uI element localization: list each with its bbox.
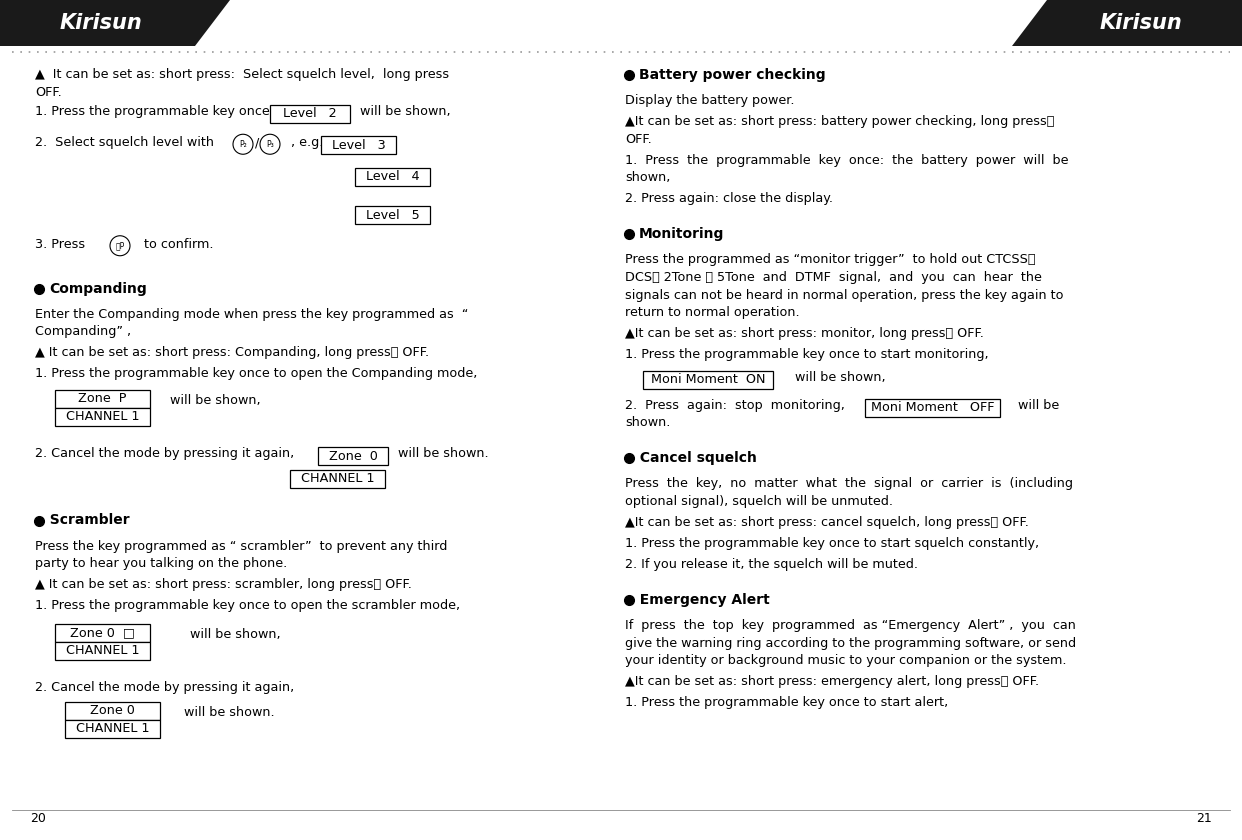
- Text: ▲It can be set as: short press: battery power checking, long press：: ▲It can be set as: short press: battery …: [625, 115, 1054, 129]
- Text: shown,: shown,: [625, 171, 671, 184]
- Circle shape: [111, 236, 130, 255]
- Circle shape: [260, 134, 279, 155]
- Text: P₃: P₃: [266, 139, 274, 149]
- Text: will be shown.: will be shown.: [171, 706, 274, 719]
- Text: 2. Cancel the mode by pressing it again,: 2. Cancel the mode by pressing it again,: [35, 447, 294, 460]
- FancyBboxPatch shape: [355, 207, 430, 224]
- FancyBboxPatch shape: [270, 105, 350, 123]
- Text: Display the battery power.: Display the battery power.: [625, 94, 795, 108]
- FancyBboxPatch shape: [55, 642, 150, 659]
- Text: /: /: [255, 136, 260, 150]
- Text: 20: 20: [30, 811, 46, 825]
- Text: ▲It can be set as: short press: emergency alert, long press： OFF.: ▲It can be set as: short press: emergenc…: [625, 675, 1040, 688]
- Text: Cancel squelch: Cancel squelch: [630, 451, 756, 465]
- FancyBboxPatch shape: [65, 720, 160, 738]
- Text: Press the programmed as “monitor trigger”  to hold out CTCSS、: Press the programmed as “monitor trigger…: [625, 254, 1036, 266]
- Polygon shape: [0, 0, 230, 46]
- Text: ▲  It can be set as: short press:  Select squelch level,  long press: ▲ It can be set as: short press: Select …: [35, 68, 450, 81]
- Text: 2.  Press  again:  stop  monitoring,: 2. Press again: stop monitoring,: [625, 399, 845, 412]
- Text: will be shown,: will be shown,: [775, 370, 886, 384]
- Text: Zone 0  □: Zone 0 □: [70, 627, 135, 639]
- Text: CHANNEL 1: CHANNEL 1: [66, 644, 139, 657]
- FancyBboxPatch shape: [65, 701, 160, 720]
- Text: CHANNEL 1: CHANNEL 1: [301, 472, 374, 486]
- Text: ▲ It can be set as: short press: Companding, long press： OFF.: ▲ It can be set as: short press: Compand…: [35, 346, 430, 360]
- Text: 2.  Select squelch level with: 2. Select squelch level with: [35, 136, 214, 150]
- Text: ▲It can be set as: short press: cancel squelch, long press： OFF.: ▲It can be set as: short press: cancel s…: [625, 516, 1028, 529]
- Text: Zone  0: Zone 0: [329, 449, 378, 463]
- Text: Kirisun: Kirisun: [1099, 13, 1182, 33]
- Text: Kirisun: Kirisun: [60, 13, 143, 33]
- Text: will be: will be: [1002, 399, 1059, 412]
- Text: OFF.: OFF.: [35, 86, 62, 98]
- Text: 1. Press the programmable key once to start alert,: 1. Press the programmable key once to st…: [625, 696, 948, 709]
- FancyBboxPatch shape: [289, 470, 385, 488]
- Text: will be shown,: will be shown,: [351, 105, 451, 118]
- FancyBboxPatch shape: [55, 390, 150, 408]
- Text: 2. Cancel the mode by pressing it again,: 2. Cancel the mode by pressing it again,: [35, 680, 294, 694]
- Text: shown.: shown.: [625, 417, 671, 429]
- Text: Monitoring: Monitoring: [638, 228, 724, 241]
- Text: will be shown,: will be shown,: [161, 394, 261, 407]
- Text: P₂: P₂: [240, 139, 247, 149]
- Text: Zone 0: Zone 0: [91, 704, 135, 717]
- FancyBboxPatch shape: [55, 408, 150, 426]
- Text: Level   5: Level 5: [365, 209, 420, 222]
- Text: Press  the  key,  no  matter  what  the  signal  or  carrier  is  (including: Press the key, no matter what the signal…: [625, 477, 1073, 491]
- Text: 1. Press the programmable key once,: 1. Press the programmable key once,: [35, 105, 274, 118]
- Circle shape: [233, 134, 253, 155]
- Text: 2. Press again: close the display.: 2. Press again: close the display.: [625, 192, 833, 205]
- Polygon shape: [1012, 0, 1242, 46]
- Text: Press the key programmed as “ scrambler”  to prevent any third: Press the key programmed as “ scrambler”…: [35, 540, 447, 553]
- Text: 1. Press the programmable key once to start monitoring,: 1. Press the programmable key once to st…: [625, 348, 989, 361]
- Text: give the warning ring according to the programming software, or send: give the warning ring according to the p…: [625, 637, 1076, 650]
- FancyBboxPatch shape: [55, 624, 150, 642]
- Text: your identity or background music to your companion or the system.: your identity or background music to you…: [625, 654, 1067, 667]
- FancyBboxPatch shape: [318, 447, 388, 465]
- Text: Companding” ,: Companding” ,: [35, 325, 132, 339]
- Text: 1.  Press  the  programmable  key  once:  the  battery  power  will  be: 1. Press the programmable key once: the …: [625, 154, 1068, 167]
- Text: , e.g.:: , e.g.:: [283, 136, 328, 150]
- Text: Companding: Companding: [48, 281, 147, 296]
- Text: Emergency Alert: Emergency Alert: [630, 593, 770, 607]
- Text: will be shown.: will be shown.: [390, 447, 488, 460]
- FancyBboxPatch shape: [320, 136, 396, 155]
- Text: 1. Press the programmable key once to start squelch constantly,: 1. Press the programmable key once to st…: [625, 537, 1040, 550]
- Text: 3. Press: 3. Press: [35, 238, 86, 251]
- Text: party to hear you talking on the phone.: party to hear you talking on the phone.: [35, 557, 287, 570]
- Text: OFF.: OFF.: [625, 133, 652, 146]
- Text: 1. Press the programmable key once to open the scrambler mode,: 1. Press the programmable key once to op…: [35, 599, 460, 612]
- FancyBboxPatch shape: [864, 399, 1000, 417]
- FancyBboxPatch shape: [643, 370, 773, 389]
- Text: will be shown,: will be shown,: [161, 627, 281, 641]
- Text: 21: 21: [1196, 811, 1212, 825]
- Text: ▲ It can be set as: short press: scrambler, long press： OFF.: ▲ It can be set as: short press: scrambl…: [35, 578, 412, 591]
- Text: to confirm.: to confirm.: [137, 238, 214, 251]
- Text: Scrambler: Scrambler: [40, 513, 129, 528]
- Text: Zone  P: Zone P: [78, 392, 127, 406]
- Text: return to normal operation.: return to normal operation.: [625, 306, 800, 319]
- Text: Moni Moment  ON: Moni Moment ON: [651, 373, 765, 386]
- Text: 2. If you release it, the squelch will be muted.: 2. If you release it, the squelch will b…: [625, 558, 918, 571]
- Text: Moni Moment   OFF: Moni Moment OFF: [871, 402, 995, 414]
- Text: If  press  the  top  key  programmed  as “Emergency  Alert” ,  you  can: If press the top key programmed as “Emer…: [625, 619, 1076, 633]
- Text: ▲It can be set as: short press: monitor, long press： OFF.: ▲It can be set as: short press: monitor,…: [625, 327, 984, 340]
- Text: DCS、 2Tone 、 5Tone  and  DTMF  signal,  and  you  can  hear  the: DCS、 2Tone 、 5Tone and DTMF signal, and …: [625, 271, 1042, 284]
- FancyBboxPatch shape: [355, 168, 430, 186]
- Text: Level   3: Level 3: [332, 139, 385, 152]
- Text: CHANNEL 1: CHANNEL 1: [76, 722, 149, 735]
- Text: optional signal), squelch will be unmuted.: optional signal), squelch will be unmute…: [625, 495, 893, 508]
- Text: ꝩP: ꝩP: [116, 241, 124, 250]
- Text: Battery power checking: Battery power checking: [638, 68, 826, 82]
- Text: Level   2: Level 2: [283, 108, 337, 120]
- Text: CHANNEL 1: CHANNEL 1: [66, 411, 139, 423]
- Text: signals can not be heard in normal operation, press the key again to: signals can not be heard in normal opera…: [625, 288, 1063, 302]
- Text: Enter the Companding mode when press the key programmed as  “: Enter the Companding mode when press the…: [35, 307, 468, 321]
- Text: 1. Press the programmable key once to open the Companding mode,: 1. Press the programmable key once to op…: [35, 367, 477, 381]
- Text: Level   4: Level 4: [365, 171, 420, 183]
